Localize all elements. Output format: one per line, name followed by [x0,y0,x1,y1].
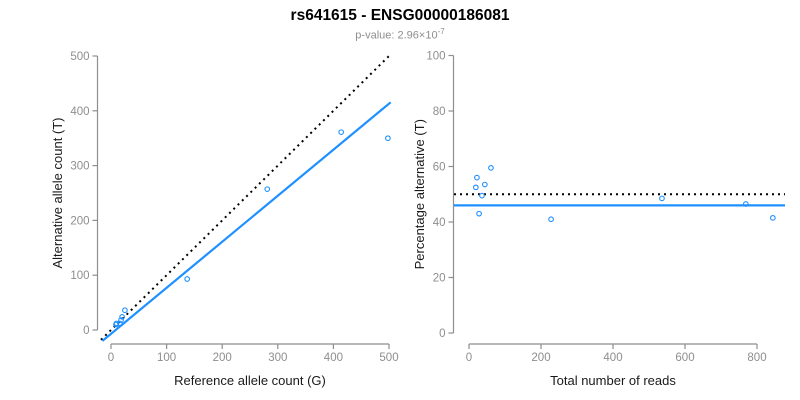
pvalue-exponent: -7 [437,27,445,36]
y-tick-label: 0 [83,325,89,337]
allele-counts-panel: 0 100 200 300 400 500 0 100 200 300 400 500 Referenc… [50,51,399,388]
data-point [488,165,494,171]
x-tick-label: 600 [675,352,694,364]
y-tick-label: 0 [439,328,445,340]
data-point [659,195,665,202]
data-point [474,174,480,181]
y-axis-title: Alternative allele count (T) [50,117,65,268]
y-tick-label: 80 [433,106,446,118]
x-axis-title: Reference allele count (G) [174,373,326,388]
y-tick-label: 300 [70,161,89,173]
page-title: rs641615 - ENSG00000186081 [290,7,510,24]
y-tick-label: 40 [433,217,446,229]
fitted-regression-line [101,101,392,342]
x-tick-label: 200 [531,352,550,364]
x-tick-label: 200 [213,352,232,364]
data-point [122,307,128,314]
y-tick-label: 20 [433,273,446,285]
y-axis-title: Percentage alternative (T) [412,119,427,269]
x-tick-label: 800 [747,352,766,364]
data-point [769,214,776,221]
y-tick-label: 100 [426,51,445,63]
data-point [338,129,345,136]
x-axis-title: Total number of reads [550,373,676,388]
y-tick-label: 100 [70,270,89,282]
data-point [118,317,124,323]
data-point [548,216,554,223]
data-point [481,181,488,188]
data-point [119,313,125,320]
data-point [385,135,391,142]
data-point [264,186,271,193]
x-tick-label: 0 [466,352,472,364]
data-point [117,320,123,327]
y-tick-label: 60 [433,162,446,174]
data-point [479,192,485,199]
data-point [184,276,191,282]
y-tick-label: 400 [70,106,89,118]
data-point [476,210,482,217]
y-tick-label: 200 [70,215,89,227]
x-tick-label: 400 [603,352,622,364]
x-tick-label: 100 [157,352,176,364]
x-tick-label: 400 [324,352,343,364]
x-tick-label: 300 [268,352,287,364]
expected-identity-line [100,53,392,341]
pvalue-text: p-value: 2.96×10 [355,29,438,42]
x-tick-label: 0 [108,352,114,364]
y-tick-label: 500 [70,51,89,63]
pvalue-subtitle: p-value: 2.96×10-7 [0,27,800,42]
data-point [472,184,479,191]
data-point [742,201,749,207]
data-point [113,320,120,327]
percentage-panel: 0 200 400 600 800 0 20 40 60 80 100 Total number of… [412,51,785,388]
x-tick-label: 500 [379,352,398,364]
